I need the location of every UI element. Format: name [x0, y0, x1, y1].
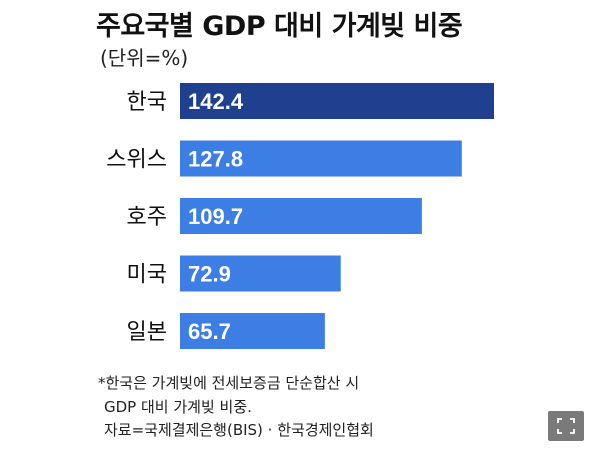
fullscreen-button[interactable] — [548, 411, 584, 441]
category-label: 호주 — [127, 205, 167, 230]
value-label: 127.8 — [188, 147, 243, 172]
category-label: 한국 — [127, 90, 167, 115]
chart-subtitle: (단위=%) — [100, 46, 189, 70]
fullscreen-icon — [557, 418, 575, 434]
value-label: 72.9 — [188, 262, 231, 287]
bar — [180, 255, 341, 292]
category-label: 미국 — [127, 263, 167, 288]
bar — [180, 313, 325, 349]
value-label: 65.7 — [188, 319, 231, 344]
chart-title: 주요국별 GDP 대비 가계빚 비중 — [96, 11, 463, 42]
bar — [180, 198, 422, 234]
value-label: 142.4 — [188, 89, 244, 114]
category-label: 일본 — [127, 320, 167, 345]
bar — [180, 140, 462, 177]
bar — [180, 83, 494, 119]
bar-chart: 한국 142.4 스위스 127.8 호주 109.7 미국 72.9 일본 65.7 — [106, 83, 494, 349]
category-label: 스위스 — [106, 148, 167, 173]
footnote-line-2: GDP 대비 가계빚 비중. — [104, 398, 252, 416]
source-line: 자료=국제결제은행(BIS) · 한국경제인협회 — [104, 421, 374, 439]
value-label: 109.7 — [188, 204, 243, 229]
footnote-line-1: *한국은 가계빚에 전세보증금 단순합산 시 — [98, 374, 360, 392]
